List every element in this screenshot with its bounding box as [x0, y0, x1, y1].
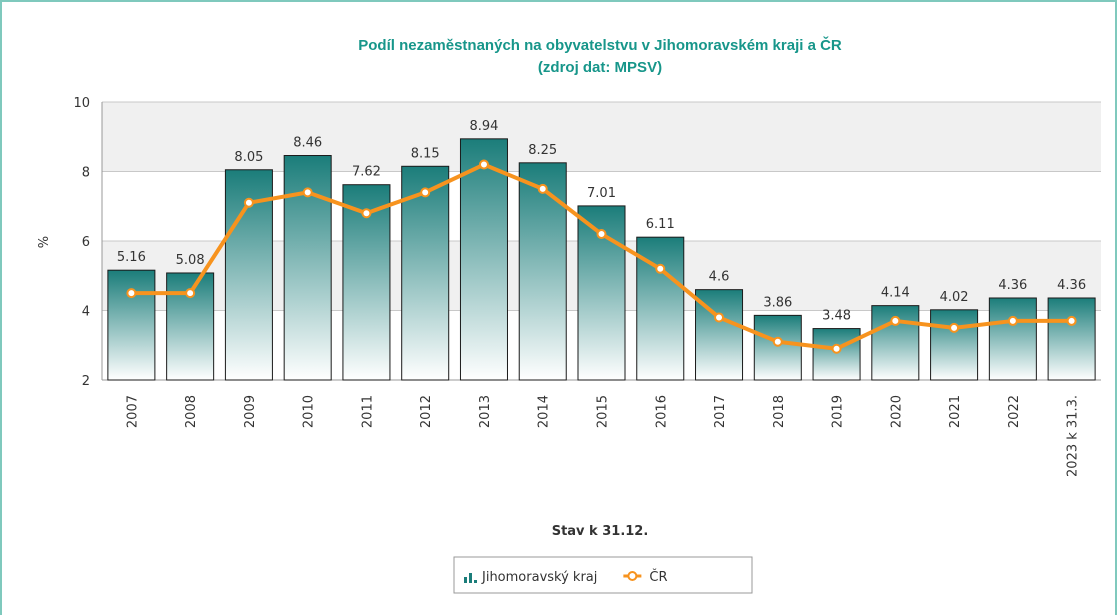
- legend-label: Jihomoravský kraj: [481, 570, 597, 585]
- line-marker: [714, 312, 725, 323]
- legend: Jihomoravský kraj ČR: [453, 556, 753, 594]
- legend-box: [453, 556, 753, 594]
- x-tick-label: 2018: [772, 395, 787, 428]
- data-label: 6.11: [646, 217, 675, 232]
- data-label: 5.16: [117, 250, 146, 265]
- line-marker: [537, 183, 548, 194]
- y-tick-label: 4: [82, 305, 90, 320]
- bar: [518, 162, 567, 381]
- y-tick-label: 6: [82, 235, 90, 250]
- data-label: 4.14: [881, 286, 910, 301]
- line-marker: [831, 343, 842, 354]
- data-label: 7.62: [352, 165, 381, 180]
- data-label: 8.25: [528, 143, 557, 158]
- x-tick-label: 2008: [184, 395, 199, 428]
- data-label: 8.46: [293, 136, 322, 151]
- line-marker: [420, 187, 431, 198]
- x-tick-label: 2014: [537, 395, 552, 428]
- data-label: 3.48: [822, 309, 851, 324]
- line-marker: [949, 322, 960, 333]
- legend-swatch: [469, 573, 472, 583]
- x-tick-label: 2023 k 31.3.: [1066, 395, 1081, 477]
- data-label: 8.94: [469, 119, 498, 134]
- line-marker: [361, 208, 372, 219]
- line-marker: [772, 336, 783, 347]
- x-tick-label: 2011: [360, 395, 375, 428]
- x-tick-label: 2022: [1007, 395, 1022, 428]
- x-tick-label: 2016: [654, 395, 669, 428]
- data-label: 8.15: [411, 146, 440, 161]
- data-label: 3.86: [763, 295, 792, 310]
- line-marker: [890, 315, 901, 326]
- bar: [107, 269, 156, 381]
- chart-title: Podíl nezaměstnaných na obyvatelstvu v J…: [358, 36, 842, 54]
- line-marker: [185, 288, 196, 299]
- y-axis-title: %: [37, 236, 52, 248]
- x-tick-label: 2015: [596, 395, 611, 428]
- x-tick-label: 2021: [948, 395, 963, 428]
- bar: [401, 165, 450, 381]
- x-tick-label: 2020: [889, 395, 904, 428]
- data-label: 4.02: [940, 290, 969, 305]
- legend-label: ČR: [649, 569, 667, 585]
- data-label: 4.6: [709, 270, 730, 285]
- x-tick-label: 2019: [831, 395, 846, 428]
- x-tick-label: 2010: [302, 395, 317, 428]
- data-label: 8.05: [234, 150, 263, 165]
- x-tick-label: 2009: [243, 395, 258, 428]
- legend-swatch: [627, 571, 638, 581]
- chart-subtitle: (zdroj dat: MPSV): [538, 59, 662, 76]
- data-label: 7.01: [587, 186, 616, 201]
- line-marker: [126, 288, 137, 299]
- x-axis-title: Stav k 31.12.: [552, 524, 649, 539]
- y-tick-label: 2: [82, 374, 90, 389]
- bar: [459, 138, 508, 381]
- bar: [753, 314, 802, 381]
- data-label: 4.36: [998, 278, 1027, 293]
- x-tick-label: 2007: [125, 395, 140, 428]
- legend-swatch: [464, 577, 467, 583]
- y-tick-label: 10: [73, 96, 90, 111]
- bar: [988, 297, 1037, 381]
- line-marker: [1007, 315, 1018, 326]
- line-marker: [596, 229, 607, 240]
- line-marker: [655, 263, 666, 274]
- data-label: 4.36: [1057, 278, 1086, 293]
- bar: [1047, 297, 1096, 381]
- plot-band: [102, 102, 1101, 172]
- line-marker: [302, 187, 313, 198]
- x-tick-label: 2012: [419, 395, 434, 428]
- bar: [930, 309, 979, 381]
- legend-swatch: [474, 580, 477, 583]
- line-marker: [243, 197, 254, 208]
- x-tick-label: 2017: [713, 395, 728, 428]
- y-tick-label: 8: [82, 166, 90, 181]
- bar: [812, 328, 861, 381]
- line-marker: [478, 159, 489, 170]
- x-tick-label: 2013: [478, 395, 493, 428]
- data-label: 5.08: [176, 253, 205, 268]
- line-marker: [1066, 315, 1077, 326]
